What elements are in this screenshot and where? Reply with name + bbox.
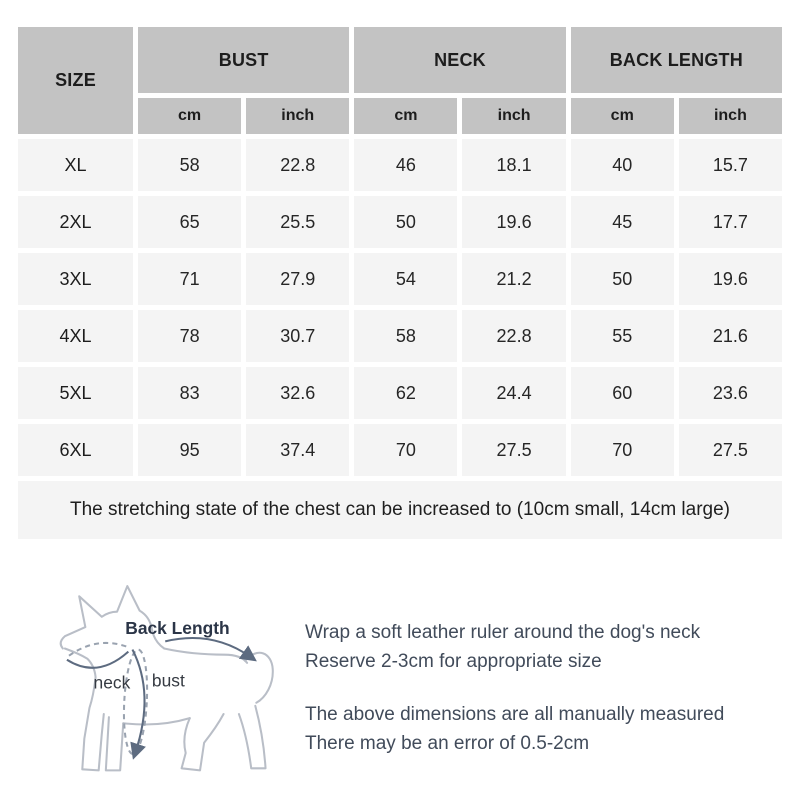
value-cell: 70 <box>570 424 674 476</box>
value-cell: 24.4 <box>462 367 566 419</box>
value-cell: 62 <box>354 367 458 419</box>
value-cell: 55 <box>570 310 674 362</box>
value-cell: 50 <box>354 196 458 248</box>
size-label: 6XL <box>18 424 133 476</box>
size-label: 4XL <box>18 310 133 362</box>
value-cell: 18.1 <box>462 139 566 191</box>
value-cell: 32.6 <box>246 367 350 419</box>
size-label: 3XL <box>18 253 133 305</box>
value-cell: 60 <box>570 367 674 419</box>
stretch-note: The stretching state of the chest can be… <box>18 481 782 539</box>
value-cell: 45 <box>570 196 674 248</box>
bust-group-header: BUST <box>138 27 350 93</box>
value-cell: 21.2 <box>462 253 566 305</box>
back-length-line <box>164 636 257 662</box>
neck-label: neck <box>94 672 131 692</box>
back-length-label: Back Length <box>125 618 229 638</box>
value-cell: 25.5 <box>246 196 350 248</box>
instruction-line: Reserve 2-3cm for appropriate size <box>305 651 602 672</box>
value-cell: 50 <box>570 253 674 305</box>
value-cell: 23.6 <box>678 367 782 419</box>
value-cell: 37.4 <box>246 424 350 476</box>
size-label: 5XL <box>18 367 133 419</box>
bust-label: bust <box>152 670 185 690</box>
neck-group-header: NECK <box>354 27 566 93</box>
neck-measure-line <box>66 641 130 669</box>
value-cell: 27.9 <box>246 253 350 305</box>
size-column-header: SIZE <box>18 27 133 134</box>
value-cell: 22.8 <box>462 310 566 362</box>
size-label: 2XL <box>18 196 133 248</box>
back-length-group-header: BACK LENGTH <box>570 27 782 93</box>
instruction-line: Wrap a soft leather ruler around the dog… <box>305 622 701 643</box>
bust-measure-line <box>122 648 149 760</box>
value-cell: 17.7 <box>678 196 782 248</box>
value-cell: 78 <box>138 310 242 362</box>
value-cell: 95 <box>138 424 242 476</box>
value-cell: 46 <box>354 139 458 191</box>
unit-header-back-cm: cm <box>570 98 674 134</box>
unit-header-bust-inch: inch <box>246 98 350 134</box>
value-cell: 65 <box>138 196 242 248</box>
value-cell: 27.5 <box>678 424 782 476</box>
value-cell: 58 <box>138 139 242 191</box>
value-cell: 71 <box>138 253 242 305</box>
unit-header-neck-cm: cm <box>354 98 458 134</box>
value-cell: 40 <box>570 139 674 191</box>
value-cell: 83 <box>138 367 242 419</box>
value-cell: 70 <box>354 424 458 476</box>
value-cell: 19.6 <box>678 253 782 305</box>
value-cell: 15.7 <box>678 139 782 191</box>
value-cell: 58 <box>354 310 458 362</box>
size-label: XL <box>18 139 133 191</box>
unit-header-neck-inch: inch <box>462 98 566 134</box>
dog-measurement-diagram: Back Length neck bust <box>59 585 274 772</box>
measuring-instructions: Wrap a soft leather ruler around the dog… <box>305 618 775 676</box>
value-cell: 21.6 <box>678 310 782 362</box>
unit-header-bust-cm: cm <box>138 98 242 134</box>
value-cell: 27.5 <box>462 424 566 476</box>
value-cell: 22.8 <box>246 139 350 191</box>
value-cell: 19.6 <box>462 196 566 248</box>
size-table: SIZE BUST NECK BACK LENGTH cm inch cm in… <box>18 27 782 539</box>
dog-outline <box>59 585 274 772</box>
unit-header-back-inch: inch <box>678 98 782 134</box>
instruction-line: There may be an error of 0.5-2cm <box>305 733 590 754</box>
instruction-line: The above dimensions are all manually me… <box>305 704 725 725</box>
value-cell: 30.7 <box>246 310 350 362</box>
value-cell: 54 <box>354 253 458 305</box>
measurement-disclaimer: The above dimensions are all manually me… <box>305 700 775 758</box>
